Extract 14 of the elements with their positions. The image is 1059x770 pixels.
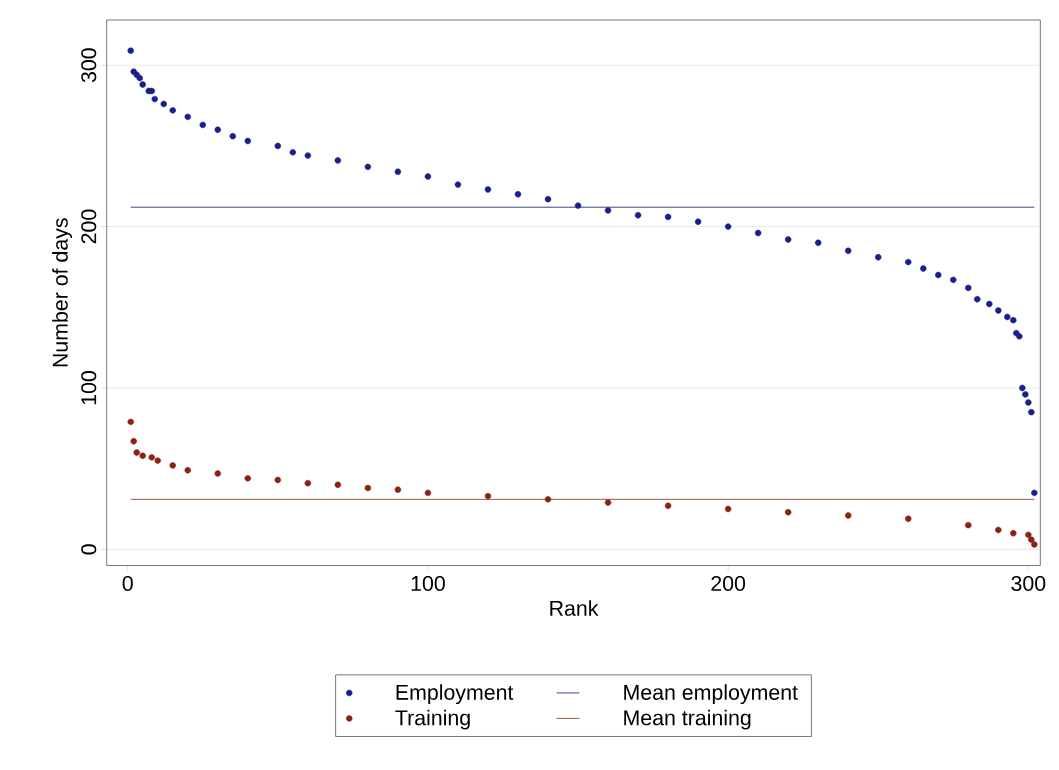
legend-label: Employment [396,684,514,705]
legend-label: Mean employment [624,684,798,705]
x-tick-label: 100 [411,576,445,592]
y-axis-title: Number of days [52,218,73,367]
x-axis-title: Rank [550,600,599,617]
y-tick-label: 300 [81,48,97,83]
y-tick-label: 200 [81,209,97,244]
x-tick-label: 200 [711,576,746,592]
legend-label: Training [395,709,470,730]
y-tick-label: 100 [81,371,97,405]
x-tick-label: 0 [122,576,133,592]
legend-label: Mean training [624,709,751,730]
x-tick-label: 300 [1011,576,1046,592]
y-tick-label: 0 [81,544,97,555]
